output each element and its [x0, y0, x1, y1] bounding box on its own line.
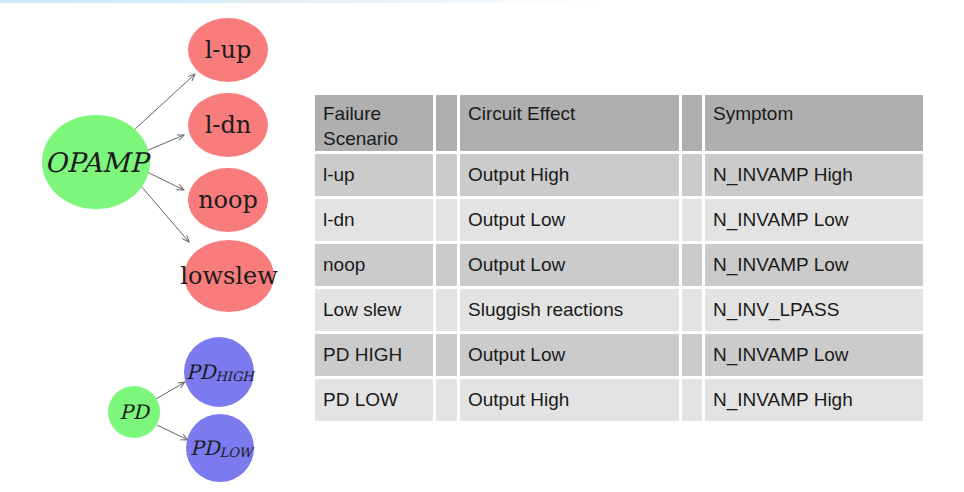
table-cell-effect: Output Low: [460, 244, 679, 286]
table-spacer-cell: [436, 199, 457, 241]
arrow-pd-to-pd-low: [157, 425, 188, 440]
node-lowslew: lowslew: [180, 240, 278, 312]
table-spacer-cell: [682, 244, 702, 286]
node-pd-high-subscript: HIGH: [216, 369, 256, 384]
node-pd-low-subscript: LOW: [220, 445, 255, 460]
table-cell-scenario: Low slew: [315, 289, 433, 331]
fault-tree-diagram: OPAMP l-up l-dn noop lowslew PD PDHIGH P…: [0, 0, 310, 492]
table-cell-scenario: l-up: [315, 154, 433, 196]
table-cell-effect: Output Low: [460, 199, 679, 241]
table-spacer-cell: [436, 379, 457, 421]
table-spacer-cell: [436, 244, 457, 286]
arrow-opamp-to-noop: [147, 172, 184, 190]
table-cell-symptom: N_INVAMP Low: [705, 334, 923, 376]
arrow-opamp-to-l-dn: [146, 135, 184, 151]
table-cell-symptom: N_INVAMP High: [705, 379, 923, 421]
node-pd-low: PDLOW: [186, 414, 255, 482]
table-cell-symptom: N_INVAMP High: [705, 154, 923, 196]
table-header-failure-scenario: Failure Scenario: [315, 95, 433, 151]
table-spacer-cell: [436, 154, 457, 196]
table-cell-symptom: N_INVAMP Low: [705, 199, 923, 241]
node-pd: PD: [108, 386, 160, 438]
table-cell-effect: Sluggish reactions: [460, 289, 679, 331]
arrow-opamp-to-l-up: [133, 74, 195, 131]
failure-symptom-table: Failure Scenario Circuit Effect Symptom …: [315, 95, 923, 421]
node-noop: noop: [188, 168, 268, 232]
table-spacer-cell: [436, 334, 457, 376]
node-pd-high: PDHIGH: [184, 337, 255, 407]
table-spacer-cell: [682, 289, 702, 331]
arrow-opamp-to-lowslew: [141, 186, 189, 242]
node-l-dn-label: l-dn: [205, 111, 252, 139]
node-noop-label: noop: [198, 186, 258, 214]
table-spacer-cell: [682, 379, 702, 421]
table-cell-effect: Output High: [460, 154, 679, 196]
table-spacer-cell: [682, 154, 702, 196]
node-opamp-label: OPAMP: [44, 147, 151, 178]
table-cell-scenario: PD HIGH: [315, 334, 433, 376]
table-spacer-cell: [682, 334, 702, 376]
table-cell-symptom: N_INVAMP Low: [705, 244, 923, 286]
table-spacer-cell: [682, 199, 702, 241]
node-pd-label: PD: [119, 400, 150, 424]
node-l-up: l-up: [188, 18, 268, 82]
node-lowslew-label: lowslew: [180, 262, 278, 290]
table-header-spacer: [436, 95, 457, 151]
table-header-symptom: Symptom: [705, 95, 923, 151]
node-l-up-label: l-up: [205, 36, 252, 64]
table-header-circuit-effect: Circuit Effect: [460, 95, 679, 151]
table-cell-scenario: noop: [315, 244, 433, 286]
table-cell-effect: Output High: [460, 379, 679, 421]
table-spacer-cell: [436, 289, 457, 331]
table-cell-symptom: N_INV_LPASS: [705, 289, 923, 331]
table-cell-scenario: PD LOW: [315, 379, 433, 421]
arrow-pd-to-pd-high: [156, 382, 185, 399]
table-header-spacer: [682, 95, 702, 151]
table-cell-scenario: l-dn: [315, 199, 433, 241]
table-cell-effect: Output Low: [460, 334, 679, 376]
node-l-dn: l-dn: [188, 93, 268, 157]
